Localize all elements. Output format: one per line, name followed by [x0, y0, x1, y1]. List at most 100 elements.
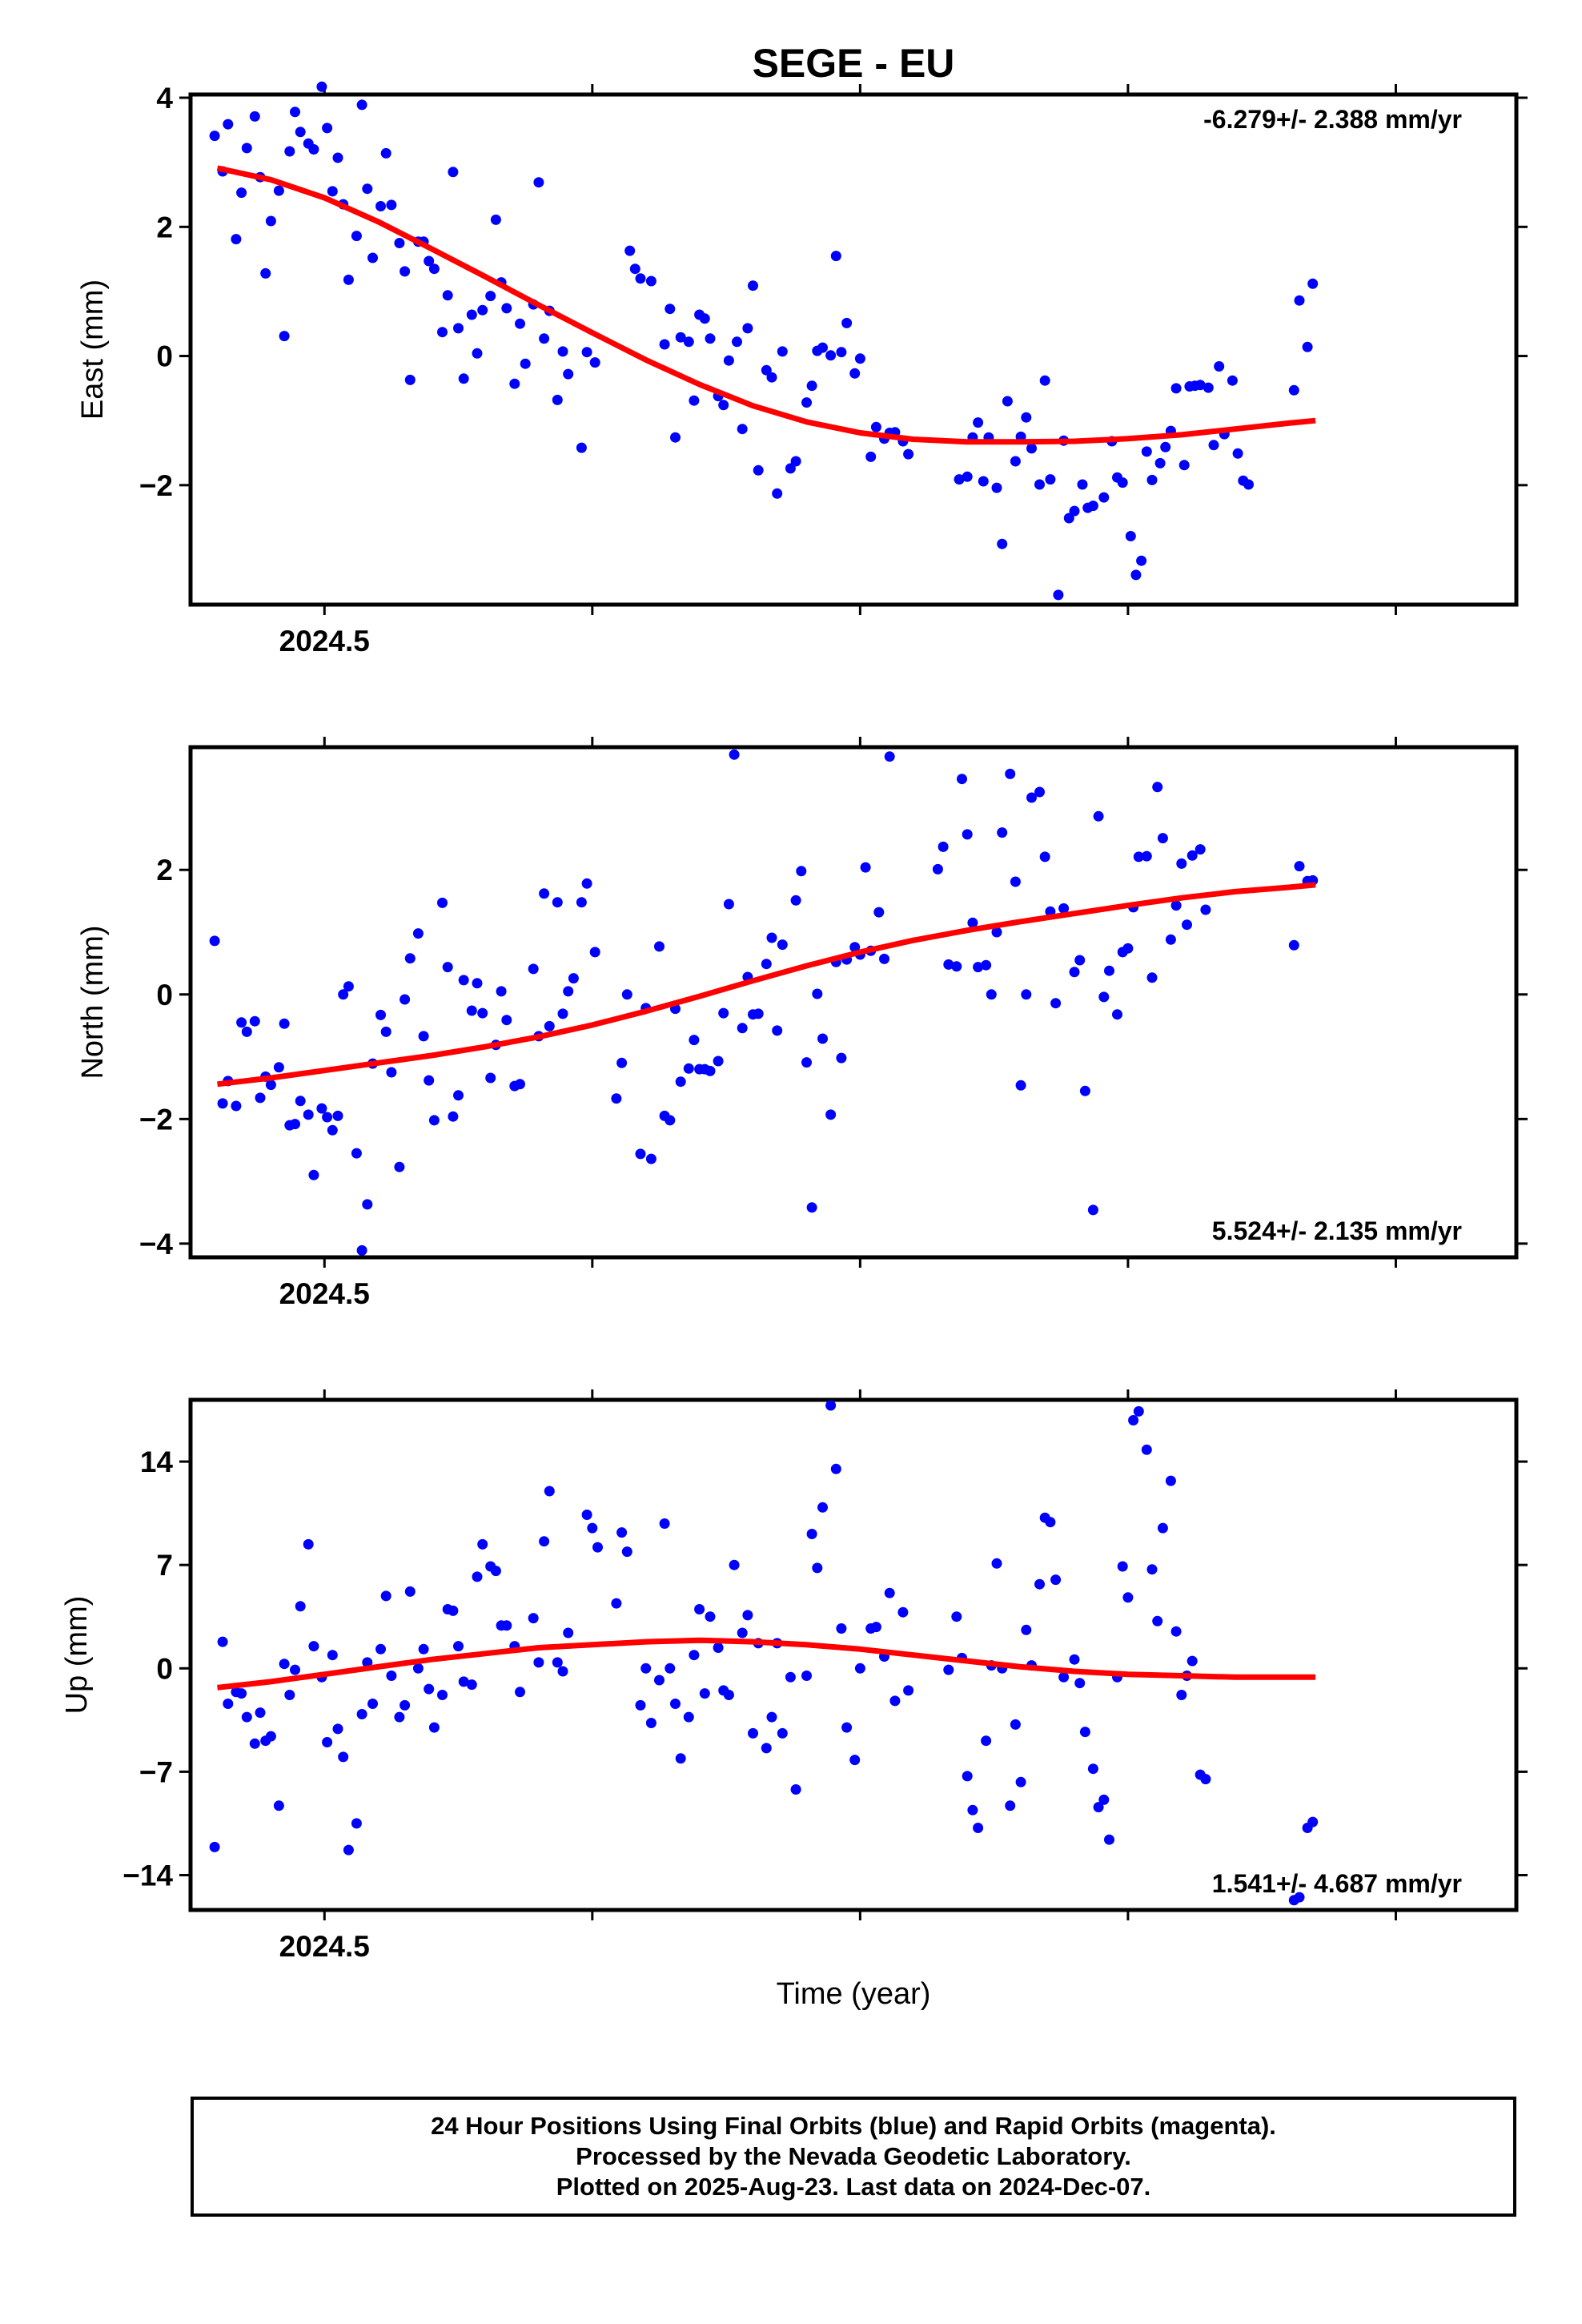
data-point — [689, 1035, 700, 1046]
data-point — [477, 1007, 488, 1019]
rate-annotation: -6.279+/- 2.388 mm/yr — [1203, 105, 1462, 134]
x-tick-label: 2024.5 — [279, 1277, 370, 1310]
data-point — [1146, 972, 1158, 983]
data-point — [616, 1527, 628, 1538]
data-point — [273, 1800, 284, 1811]
data-point — [490, 214, 501, 225]
data-point — [973, 1823, 984, 1833]
data-point — [472, 348, 483, 359]
data-point — [812, 1562, 823, 1574]
data-point — [1053, 589, 1064, 601]
data-point — [303, 1538, 314, 1550]
data-point — [520, 358, 531, 369]
footer-line-2: Processed by the Nevada Geodetic Laborat… — [576, 2142, 1131, 2170]
data-point — [1243, 479, 1254, 490]
plot-frame — [188, 92, 1519, 607]
data-point — [437, 1690, 448, 1700]
data-point — [544, 1020, 555, 1031]
data-point — [729, 1559, 740, 1570]
data-point — [777, 1727, 788, 1739]
data-point — [689, 395, 700, 406]
data-point — [766, 932, 777, 943]
data-point — [766, 1711, 777, 1723]
data-point — [279, 331, 290, 342]
data-point — [1015, 1776, 1026, 1787]
y-axis-label: Up (mm) — [60, 1596, 94, 1715]
data-point — [836, 1052, 847, 1063]
rate-annotation: 5.524+/- 2.135 mm/yr — [1212, 1216, 1462, 1245]
data-point — [825, 1400, 837, 1411]
data-point — [568, 973, 579, 984]
data-point — [854, 1663, 865, 1674]
data-point — [699, 313, 710, 324]
data-point — [458, 373, 469, 384]
data-point — [962, 1771, 973, 1782]
data-point — [1146, 474, 1158, 485]
data-point — [616, 1057, 628, 1068]
data-point — [742, 323, 753, 334]
y-tick-label: 0 — [156, 979, 173, 1011]
fit-curve — [216, 165, 1316, 445]
data-point — [889, 1695, 901, 1707]
data-point — [665, 304, 676, 315]
data-point — [830, 251, 841, 262]
data-point — [645, 1718, 656, 1728]
data-point — [1157, 1522, 1168, 1534]
data-point — [236, 1017, 247, 1028]
data-point — [515, 318, 525, 329]
data-point — [790, 895, 801, 906]
data-point — [362, 1657, 373, 1668]
data-point — [621, 989, 632, 1000]
data-point — [1176, 1690, 1187, 1700]
panel-2: 2024.5 2 0 −2 −4 North (mm) 5.524+/- 2.135 mm/… — [76, 737, 1528, 1310]
data-point — [557, 346, 568, 357]
data-point — [1178, 460, 1190, 471]
data-point — [231, 1100, 242, 1112]
data-point — [1063, 513, 1074, 524]
data-point — [870, 421, 881, 432]
data-point — [581, 878, 592, 889]
data-point — [351, 1148, 362, 1159]
data-point — [255, 1092, 266, 1104]
data-point — [1294, 861, 1305, 872]
data-point — [472, 1571, 483, 1582]
data-point — [981, 959, 992, 971]
data-point — [748, 1727, 758, 1739]
data-point — [1045, 474, 1056, 485]
data-point — [1141, 850, 1152, 862]
data-point — [1039, 851, 1050, 862]
data-point — [485, 291, 496, 302]
data-point — [997, 827, 1008, 838]
data-point — [1098, 1794, 1110, 1805]
data-point — [932, 863, 943, 875]
data-point — [362, 1199, 373, 1210]
data-point — [1307, 278, 1319, 289]
data-point — [611, 1093, 622, 1104]
y-tick-label: 7 — [156, 1549, 173, 1582]
data-point — [1203, 382, 1214, 393]
data-point — [1130, 569, 1142, 581]
data-point — [327, 186, 338, 197]
data-point — [1098, 991, 1110, 1003]
data-point — [796, 866, 807, 877]
data-point — [290, 1119, 300, 1130]
data-point — [327, 1124, 338, 1136]
data-point — [412, 1663, 424, 1674]
data-point — [777, 939, 788, 951]
x-tick-label: 2024.5 — [279, 1930, 370, 1963]
data-point — [265, 1080, 276, 1091]
data-point — [713, 1642, 724, 1653]
data-point — [1026, 792, 1037, 803]
data-point — [761, 959, 772, 970]
data-point — [1152, 782, 1163, 793]
data-point — [394, 1711, 405, 1723]
data-point — [635, 1699, 646, 1711]
data-point — [1136, 555, 1147, 566]
data-point — [308, 1169, 319, 1180]
data-point — [718, 400, 729, 411]
data-point — [1079, 1727, 1090, 1738]
data-point — [675, 1076, 686, 1088]
data-point — [1117, 1561, 1128, 1572]
data-point — [1154, 457, 1166, 468]
data-point — [356, 1709, 367, 1719]
